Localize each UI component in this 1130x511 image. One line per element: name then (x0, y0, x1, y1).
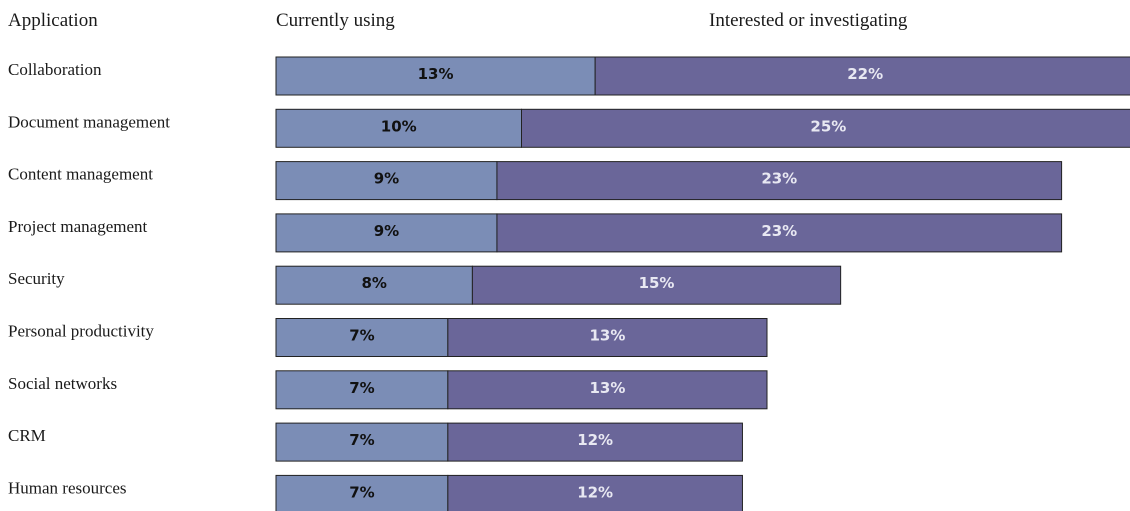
value-label-currently-using-crm: 7% (349, 431, 374, 449)
category-label-project-management: Project management (8, 217, 148, 236)
value-label-interested-personal-productivity: 13% (589, 327, 625, 345)
value-label-interested-security: 15% (639, 274, 675, 292)
category-label-collaboration: Collaboration (8, 60, 102, 79)
bar-currently-using-document-management (275, 108, 522, 148)
bar-currently-using-personal-productivity (275, 318, 449, 357)
value-label-currently-using-security: 8% (361, 274, 386, 292)
value-label-interested-collaboration: 22% (847, 65, 883, 83)
value-label-interested-document-management: 25% (810, 117, 846, 135)
category-label-crm: CRM (8, 426, 46, 445)
bar-currently-using-crm (275, 422, 449, 462)
bar-interested-crm (447, 422, 743, 462)
category-label-personal-productivity: Personal productivity (8, 322, 154, 341)
bar-interested-personal-productivity (447, 318, 768, 357)
bar-interested-content-management (496, 161, 1063, 201)
category-label-security: Security (8, 269, 65, 288)
value-label-interested-human-resources: 12% (577, 483, 613, 501)
value-label-currently-using-personal-productivity: 7% (349, 327, 374, 345)
value-label-currently-using-content-management: 9% (374, 170, 399, 188)
value-label-interested-crm: 12% (577, 431, 613, 449)
value-label-currently-using-document-management: 10% (381, 117, 417, 135)
bar-interested-collaboration (594, 56, 1130, 96)
category-label-human-resources: Human resources (8, 478, 127, 497)
header-application: Application (8, 10, 98, 31)
bar-interested-project-management (496, 213, 1063, 253)
value-label-currently-using-human-resources: 7% (349, 483, 374, 501)
bar-currently-using-human-resources (275, 474, 449, 511)
category-label-social-networks: Social networks (8, 374, 117, 393)
header-currently-using: Currently using (276, 10, 395, 31)
bar-currently-using-collaboration (275, 56, 596, 96)
category-label-document-management: Document management (8, 112, 170, 131)
value-label-interested-project-management: 23% (761, 222, 797, 240)
chart-rows: Collaboration 13% 22% Document management 10… (8, 56, 1130, 511)
bar-interested-human-resources (447, 474, 743, 511)
header-interested: Interested or investigating (709, 10, 908, 31)
bar-interested-social-networks (447, 370, 768, 410)
value-label-interested-content-management: 23% (761, 170, 797, 188)
value-label-interested-social-networks: 13% (589, 379, 625, 397)
bar-interested-security (471, 265, 842, 305)
bar-currently-using-social-networks (275, 370, 449, 410)
bar-currently-using-security (275, 265, 473, 305)
category-label-content-management: Content management (8, 165, 153, 184)
value-label-currently-using-project-management: 9% (374, 222, 399, 240)
bar-interested-document-management (521, 108, 1130, 148)
value-label-currently-using-social-networks: 7% (349, 379, 374, 397)
value-label-currently-using-collaboration: 13% (418, 65, 454, 83)
